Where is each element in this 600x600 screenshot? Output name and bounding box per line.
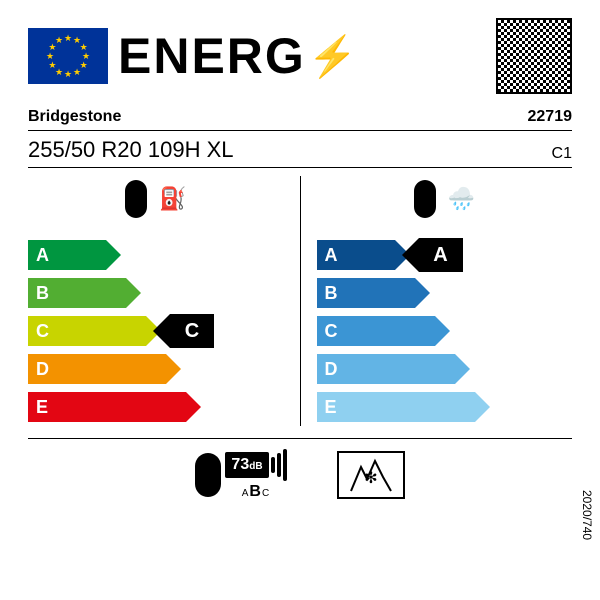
wet-bar: E xyxy=(317,392,475,422)
wet-bar: A xyxy=(317,240,395,270)
regulation-number: 2020/740 xyxy=(580,490,594,540)
spec-row: 255/50 R20 109H XL C1 xyxy=(28,137,572,168)
wet-bar-label: B xyxy=(325,283,338,304)
fuel-bar-label: D xyxy=(36,359,49,380)
fuel-bar: E xyxy=(28,392,186,422)
svg-text:✻: ✻ xyxy=(364,470,377,487)
sound-waves-icon xyxy=(271,449,287,481)
meta-row: Bridgestone 22719 xyxy=(28,108,572,131)
bolt-icon: ⚡ xyxy=(308,33,360,80)
wet-icon: 🌧️ xyxy=(317,180,573,230)
fuel-bar: D xyxy=(28,354,166,384)
fuel-bar: C xyxy=(28,316,146,346)
wet-row: B xyxy=(317,274,573,312)
noise-unit: dB xyxy=(249,461,262,472)
fuel-panel: ⛽ ABCCDE xyxy=(28,176,301,426)
wet-bar: D xyxy=(317,354,455,384)
fuel-bars: ABCCDE xyxy=(28,236,284,426)
wet-bar-label: A xyxy=(325,245,338,266)
fuel-row: D xyxy=(28,350,284,388)
wet-bar: C xyxy=(317,316,435,346)
brand: Bridgestone xyxy=(28,108,121,126)
wet-bar-label: C xyxy=(325,321,338,342)
fuel-row: A xyxy=(28,236,284,274)
wet-bars: AABCDE xyxy=(317,236,573,426)
fuel-bar-label: A xyxy=(36,245,49,266)
fuel-bar: B xyxy=(28,278,126,308)
fuel-bar: A xyxy=(28,240,106,270)
wet-row: D xyxy=(317,350,573,388)
energy-word: ENERG ⚡ xyxy=(118,27,486,85)
tyre-small-icon xyxy=(195,453,221,497)
fuel-bar-label: B xyxy=(36,283,49,304)
qr-code[interactable] xyxy=(496,18,572,94)
fuel-icon: ⛽ xyxy=(28,180,284,230)
wet-bar-label: D xyxy=(325,359,338,380)
fuel-badge: C xyxy=(170,314,214,348)
tyre-class: C1 xyxy=(552,145,572,163)
mountain-snowflake-icon: ✻ xyxy=(349,457,393,493)
wet-panel: 🌧️ AABCDE xyxy=(301,176,573,426)
noise-classes: ABC xyxy=(225,483,286,501)
article-number: 22719 xyxy=(528,108,573,126)
fuel-row: CC xyxy=(28,312,284,350)
tyre-size: 255/50 R20 109H XL xyxy=(28,137,234,163)
wet-row: C xyxy=(317,312,573,350)
noise-value: 73 xyxy=(231,456,249,473)
rating-panels: ⛽ ABCCDE 🌧️ AABCDE xyxy=(28,176,572,426)
wet-bar: B xyxy=(317,278,415,308)
bottom-row: 73dB ABC ✻ xyxy=(28,438,572,501)
energy-text: ENERG xyxy=(118,27,306,85)
fuel-row: B xyxy=(28,274,284,312)
noise-block: 73dB ABC xyxy=(195,449,286,501)
wet-row: E xyxy=(317,388,573,426)
snow-symbol: ✻ xyxy=(337,451,405,499)
wet-bar-label: E xyxy=(325,397,337,418)
noise-badge: 73dB xyxy=(225,452,268,478)
wet-badge: A xyxy=(419,238,463,272)
fuel-bar-label: E xyxy=(36,397,48,418)
fuel-row: E xyxy=(28,388,284,426)
wet-row: AA xyxy=(317,236,573,274)
eu-flag: ★★★★★★★★★★★★ xyxy=(28,28,108,84)
eu-tyre-label: ★★★★★★★★★★★★ ENERG ⚡ Bridgestone 22719 2… xyxy=(0,0,600,600)
header-row: ★★★★★★★★★★★★ ENERG ⚡ xyxy=(28,18,572,94)
fuel-bar-label: C xyxy=(36,321,49,342)
